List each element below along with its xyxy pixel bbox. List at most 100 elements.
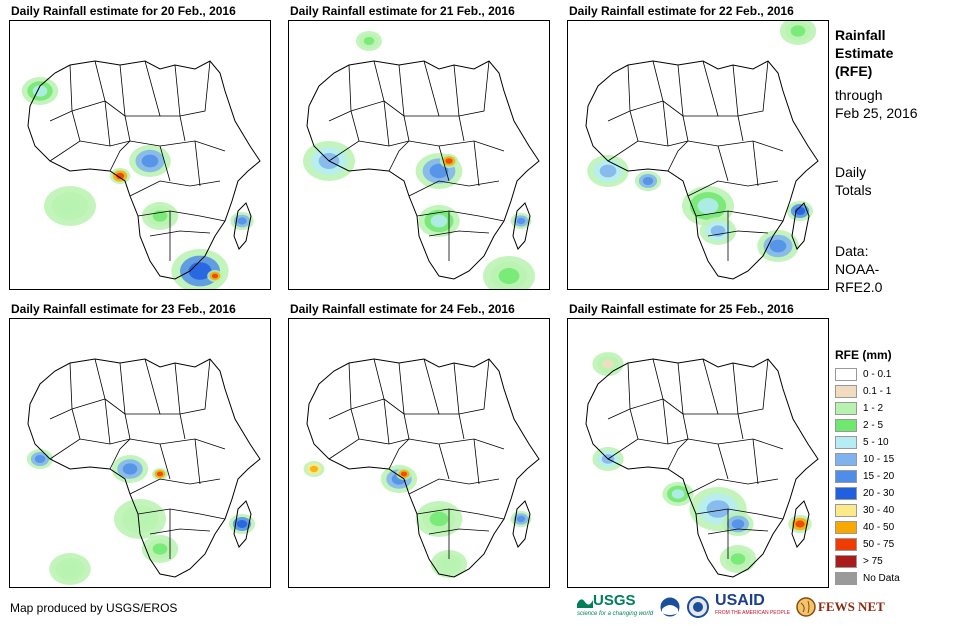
rainfall-area [731, 519, 745, 529]
country-border [607, 438, 784, 460]
country-border [350, 110, 360, 142]
country-border [109, 438, 131, 470]
country-border [194, 140, 201, 187]
country-border [707, 230, 769, 237]
coastline [233, 500, 252, 548]
map-panel-22-feb: Daily Rainfall estimate for 22 Feb., 201… [567, 4, 829, 290]
legend-label: 0.1 - 1 [863, 386, 892, 397]
country-border [350, 408, 360, 440]
legend-label: 20 - 30 [863, 488, 895, 499]
panel-title: Daily Rainfall estimate for 25 Feb., 201… [569, 302, 794, 316]
legend-swatch [835, 487, 857, 500]
country-border [104, 398, 111, 445]
rainfall-area [769, 239, 787, 253]
rainfall-area [795, 520, 805, 528]
rainfall-area [61, 562, 79, 576]
rainfall-area [599, 164, 617, 178]
map-panel-24-feb: Daily Rainfall estimate for 24 Feb., 201… [288, 302, 550, 588]
logo-strip: USGS science for a changing world USAID … [577, 593, 885, 620]
africa-map-svg [585, 352, 819, 578]
country-border [129, 478, 221, 495]
country-border [49, 438, 226, 460]
country-border [179, 115, 186, 142]
country-border [682, 115, 689, 142]
country-border [383, 100, 390, 147]
country-border [662, 362, 684, 415]
legend-item: No Data [835, 570, 955, 587]
legend-label: 1 - 2 [863, 403, 884, 414]
country-border [383, 398, 390, 445]
country-border [49, 362, 73, 420]
rainfall-area [790, 25, 806, 37]
noaa-seal-icon [659, 596, 681, 618]
country-border [629, 358, 664, 410]
country-border [737, 413, 744, 440]
country-border [328, 64, 352, 122]
country-border [104, 362, 126, 415]
country-border [718, 64, 739, 117]
panel-title: Daily Rainfall estimate for 22 Feb., 201… [569, 4, 794, 18]
country-border [404, 358, 440, 415]
rainfall-area [601, 359, 615, 369]
country-border [717, 145, 729, 182]
rainfall-area [730, 553, 746, 565]
data-source-label: Data: NOAA- RFE2.0 [835, 243, 883, 295]
country-border [737, 358, 769, 415]
country-border [383, 362, 405, 415]
rainfall-area [156, 471, 164, 477]
country-border [737, 60, 769, 117]
country-border [438, 443, 450, 480]
country-border [662, 100, 669, 147]
country-border [683, 358, 719, 415]
legend-label: 30 - 40 [863, 505, 895, 516]
map-panel-25-feb: Daily Rainfall estimate for 25 Feb., 201… [567, 302, 829, 588]
rainfall-map [9, 318, 271, 588]
rainfall-area [363, 37, 375, 45]
rainfall-area [211, 273, 219, 279]
country-border [124, 115, 131, 142]
rainfall-area [671, 489, 685, 499]
country-border [104, 100, 111, 147]
africa-map-svg [585, 21, 819, 280]
country-border [717, 443, 729, 480]
country-border [667, 438, 689, 470]
country-border [71, 60, 106, 112]
country-border [179, 413, 186, 440]
rainfall-area [516, 217, 526, 225]
legend-label: 50 - 75 [863, 539, 895, 550]
country-border [125, 358, 161, 415]
country-border [629, 408, 639, 440]
country-border [383, 64, 405, 117]
rainfall-area [429, 511, 449, 527]
country-border [718, 362, 739, 415]
panel-title: Daily Rainfall estimate for 21 Feb., 201… [290, 4, 515, 18]
country-border [473, 140, 480, 187]
legend-item: 1 - 2 [835, 400, 955, 417]
country-border [707, 528, 769, 535]
country-border [683, 60, 719, 117]
africa-map-svg [21, 60, 261, 289]
legend-swatch [835, 385, 857, 398]
rainfall-area [642, 177, 654, 185]
legend-label: 10 - 15 [863, 454, 895, 465]
country-border [160, 64, 181, 117]
country-border [404, 60, 440, 117]
rainfall-area [498, 268, 520, 284]
coastline [585, 358, 819, 578]
rainfall-area [430, 214, 448, 228]
coastline [306, 358, 540, 578]
country-border [109, 140, 131, 172]
country-border [124, 413, 131, 440]
country-border [194, 438, 201, 485]
country-border [159, 443, 171, 480]
country-border [104, 64, 126, 117]
legend-swatch [835, 470, 857, 483]
legend-item: 0 - 0.1 [835, 366, 955, 383]
country-border [629, 60, 664, 112]
country-border [159, 145, 171, 182]
rainfall-area [59, 198, 81, 214]
coastline [233, 202, 252, 250]
country-border [350, 60, 385, 112]
rainfall-area [122, 463, 138, 475]
dhs-seal-icon [687, 596, 710, 618]
